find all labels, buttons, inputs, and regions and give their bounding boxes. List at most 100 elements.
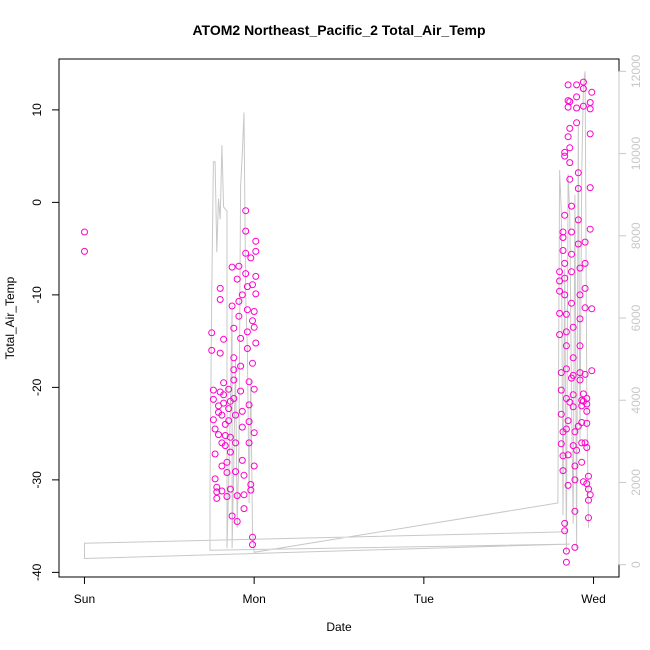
data-point (561, 259, 569, 267)
data-point (218, 411, 226, 419)
data-point (237, 334, 245, 342)
data-point (209, 416, 217, 424)
data-point (556, 309, 564, 317)
data-point (568, 202, 575, 210)
data-point (585, 472, 592, 480)
data-point (564, 81, 572, 89)
data-point (576, 376, 584, 384)
data-point (243, 328, 251, 336)
data-point (583, 407, 591, 415)
data-point (218, 487, 226, 495)
y2-tick-label: 6000 (629, 304, 643, 331)
data-point (209, 395, 217, 403)
data-point (568, 374, 575, 382)
data-point (216, 296, 224, 303)
data-point (250, 308, 258, 315)
data-point (566, 398, 574, 406)
data-point (220, 379, 228, 387)
data-point (562, 547, 570, 555)
data-point (566, 124, 574, 132)
data-point (559, 467, 567, 475)
data-point (252, 272, 260, 280)
data-point (218, 462, 226, 470)
data-point (220, 335, 228, 343)
data-point (220, 399, 228, 407)
data-point (232, 411, 239, 419)
data-point (564, 417, 572, 425)
data-point (242, 227, 250, 235)
data-point (581, 304, 589, 312)
data-point (245, 418, 253, 426)
data-point (574, 240, 582, 248)
data-point (569, 354, 577, 362)
data-point (245, 378, 253, 386)
data-point (237, 387, 245, 395)
data-point (252, 247, 260, 255)
data-point (571, 543, 579, 551)
data-point (228, 302, 236, 310)
data-point (216, 284, 224, 292)
x-tick-label: Sun (74, 592, 95, 606)
data-point (576, 342, 584, 350)
data-point (232, 439, 239, 447)
data-point (561, 211, 569, 219)
data-point (561, 527, 569, 535)
y2-tick-label: 10000 (629, 137, 643, 171)
data-point (235, 312, 243, 320)
data-point (230, 324, 238, 332)
y2-tick-label: 8000 (629, 222, 643, 249)
data-point (585, 514, 592, 522)
data-point (574, 185, 582, 192)
data-point (249, 533, 256, 541)
data-point (228, 512, 236, 520)
scatter-series (81, 78, 596, 566)
y-tick-label: -30 (30, 471, 44, 489)
data-point (208, 329, 216, 337)
data-point (569, 403, 577, 411)
data-point (586, 225, 594, 233)
data-point (583, 444, 591, 451)
data-point (238, 291, 246, 299)
y-tick-label: -10 (30, 286, 44, 304)
data-point (243, 306, 251, 314)
data-point (579, 85, 587, 93)
data-point (223, 458, 231, 466)
data-point (566, 98, 574, 106)
data-point (238, 456, 246, 464)
data-point (568, 250, 575, 258)
x-tick-label: Wed (581, 592, 605, 606)
data-point (581, 284, 589, 292)
data-point (238, 423, 246, 431)
data-point (579, 397, 587, 405)
data-point (250, 429, 258, 437)
y-axis: -40 -30 -20 -10 0 10 (30, 103, 60, 581)
data-point (225, 405, 233, 413)
data-point (559, 228, 567, 236)
data-point (230, 376, 238, 384)
data-point (573, 81, 581, 89)
data-point (240, 491, 248, 499)
data-point (586, 184, 594, 192)
data-point (574, 422, 582, 430)
data-point (230, 354, 238, 362)
data-point (581, 259, 589, 267)
data-point (247, 254, 255, 262)
data-point (576, 315, 584, 323)
data-point (221, 442, 229, 450)
data-point (583, 480, 591, 488)
data-point (243, 345, 251, 352)
data-point (561, 152, 569, 160)
data-point (232, 468, 239, 476)
data-point (249, 317, 256, 325)
data-point (211, 475, 219, 483)
y-tick-label: 0 (30, 199, 44, 206)
chart-title: ATOM2 Northeast_Pacific_2 Total_Air_Temp (192, 22, 485, 38)
data-point (568, 299, 575, 307)
data-point (581, 238, 589, 246)
data-point (249, 281, 256, 289)
y2-tick-label: 2000 (629, 469, 643, 496)
x-tick-label: Mon (242, 592, 265, 606)
data-point (562, 328, 570, 336)
data-point (216, 349, 224, 357)
